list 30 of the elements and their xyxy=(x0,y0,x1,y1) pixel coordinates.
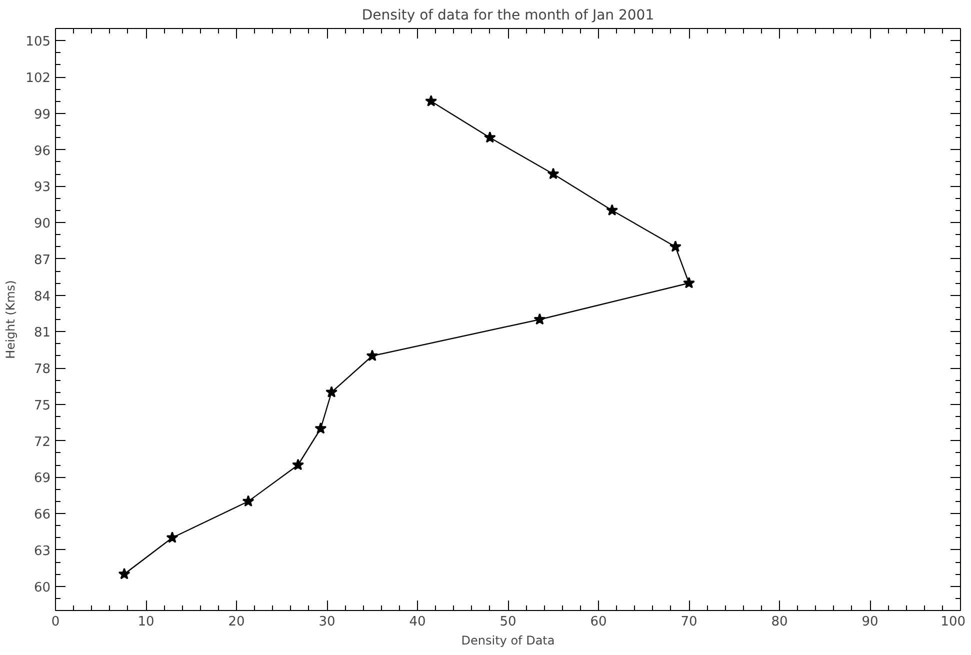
y-tick-label: 90 xyxy=(34,216,51,232)
x-tick-label: 0 xyxy=(51,614,60,630)
y-tick-label: 99 xyxy=(34,107,51,122)
y-tick-label: 102 xyxy=(26,71,51,86)
y-tick-label: 63 xyxy=(34,544,51,559)
x-tick-label: 60 xyxy=(590,614,607,630)
y-tick-label: 72 xyxy=(34,434,51,450)
x-tick-label: 10 xyxy=(138,614,154,630)
y-tick-label: 75 xyxy=(34,398,51,414)
y-tick-label: 93 xyxy=(34,180,51,196)
y-tick-label: 66 xyxy=(34,508,51,522)
x-tick-label: 50 xyxy=(500,614,516,630)
x-tick-label: 80 xyxy=(771,614,788,630)
y-tick-label: 60 xyxy=(34,580,51,596)
x-tick-label: 40 xyxy=(409,614,426,630)
x-tick-label: 20 xyxy=(228,614,245,630)
y-tick-label: 69 xyxy=(34,471,51,486)
x-tick-label: 100 xyxy=(940,614,966,630)
y-tick-label: 81 xyxy=(34,326,51,341)
x-tick-label: 70 xyxy=(680,614,698,630)
y-tick-label: 87 xyxy=(34,252,51,268)
y-axis-title: Height (Kms) xyxy=(4,280,18,359)
chart-title: Density of data for the month of Jan 2001 xyxy=(362,8,654,24)
y-tick-label: 96 xyxy=(34,144,51,159)
y-tick-label: 78 xyxy=(34,362,51,377)
x-axis-title: Density of Data xyxy=(461,634,555,648)
y-tick-label: 105 xyxy=(26,34,51,50)
x-tick-label: 30 xyxy=(318,614,336,630)
y-tick-label: 84 xyxy=(34,289,51,304)
x-tick-label: 90 xyxy=(862,614,878,630)
